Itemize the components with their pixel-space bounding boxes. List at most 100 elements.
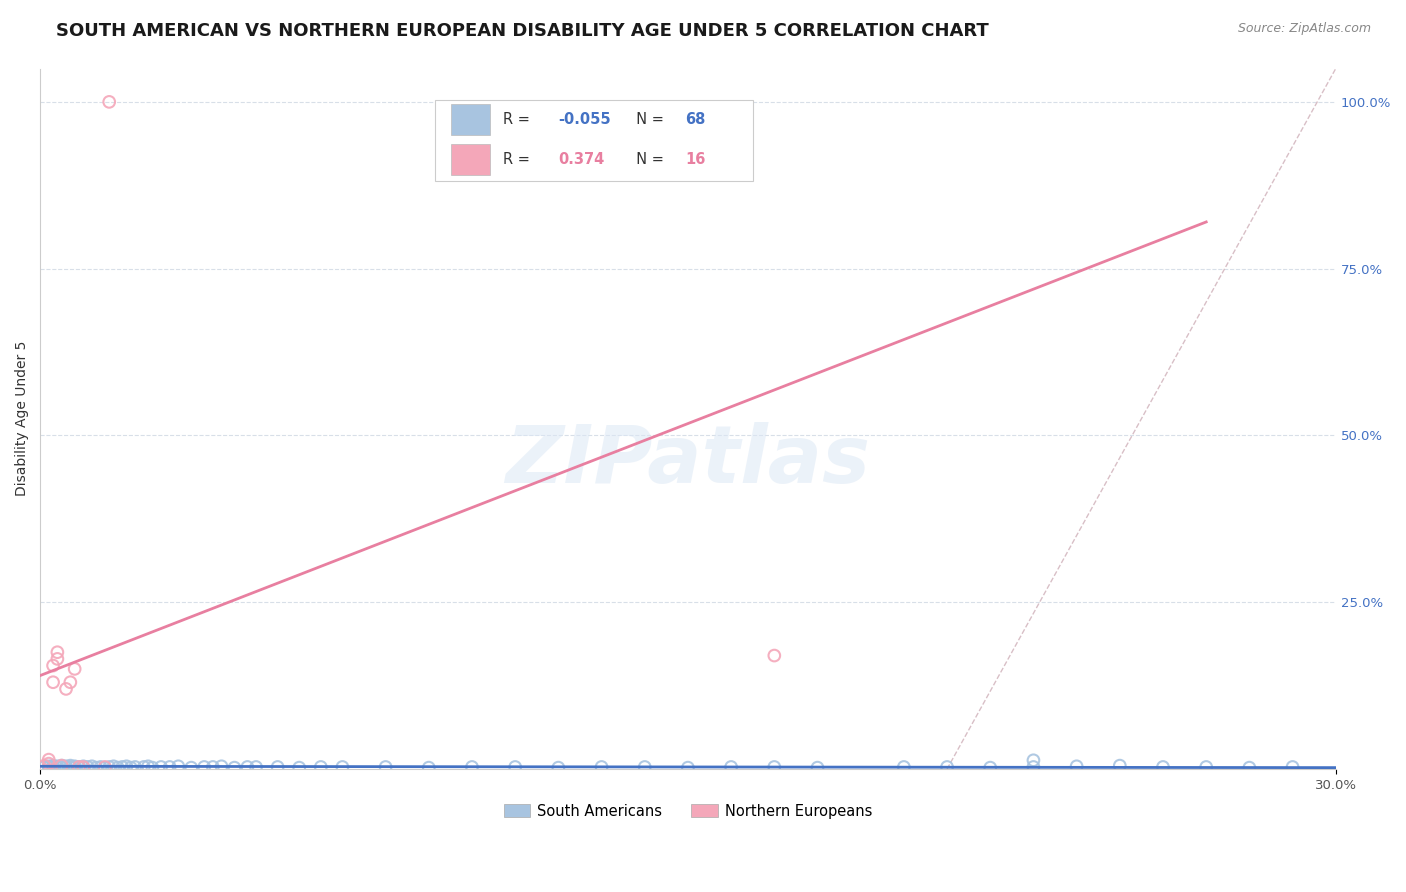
Point [211,759,233,773]
Point [763,648,786,663]
Point [55,761,77,775]
Point [124,760,146,774]
Point [1022,753,1045,767]
Point [94,761,117,775]
Point [34,758,56,772]
Point [132,760,155,774]
Bar [451,144,489,176]
Point [55,759,77,773]
Point [180,761,202,775]
Point [763,760,786,774]
Legend: South Americans, Northern Europeans: South Americans, Northern Europeans [498,798,879,825]
Point [461,760,484,774]
Point [806,761,828,775]
Point [42,675,65,690]
Point [63,759,86,773]
Point [38,753,60,767]
Point [34,760,56,774]
Point [55,681,77,696]
Text: R =: R = [503,152,534,167]
Point [42,758,65,772]
Point [46,652,69,666]
Text: -0.055: -0.055 [558,112,612,128]
Point [115,759,138,773]
Point [1108,758,1130,772]
Point [84,761,107,775]
Point [309,760,332,774]
Point [245,760,267,774]
Point [120,761,142,775]
Point [224,761,246,775]
Point [236,760,259,774]
Point [38,761,60,775]
Text: 16: 16 [685,152,706,167]
Point [51,758,73,772]
Point [418,761,440,775]
Text: 0.374: 0.374 [558,152,605,167]
Point [90,760,112,774]
Point [67,760,90,774]
Point [332,760,354,774]
Point [979,761,1001,775]
Point [67,760,90,774]
Point [80,759,103,773]
Point [193,760,215,774]
Bar [451,103,489,136]
Point [136,759,159,773]
Point [46,759,69,773]
Point [1195,760,1218,774]
Point [201,760,224,774]
FancyBboxPatch shape [436,100,752,180]
Point [59,760,82,774]
Point [167,759,190,773]
Point [676,761,699,775]
Point [103,759,125,773]
Point [76,760,98,774]
Point [1066,759,1088,773]
Point [266,760,288,774]
Text: 68: 68 [685,112,706,128]
Point [107,761,129,775]
Point [288,761,311,775]
Point [1022,760,1045,774]
Point [547,761,569,775]
Text: Source: ZipAtlas.com: Source: ZipAtlas.com [1237,22,1371,36]
Text: R =: R = [503,112,534,128]
Point [720,760,742,774]
Point [634,760,657,774]
Point [46,761,69,775]
Point [1152,760,1174,774]
Point [94,760,117,774]
Point [72,759,94,773]
Point [98,760,121,774]
Text: N =: N = [627,112,668,128]
Point [42,760,65,774]
Point [51,760,73,774]
Point [59,758,82,772]
Point [1281,760,1303,774]
Point [936,760,959,774]
Point [46,645,69,659]
Point [59,675,82,690]
Text: N =: N = [627,152,668,167]
Point [503,760,526,774]
Point [38,756,60,771]
Point [98,95,121,109]
Point [51,758,73,772]
Point [63,761,86,775]
Point [72,760,94,774]
Point [374,760,396,774]
Point [591,760,613,774]
Point [893,760,915,774]
Point [1239,761,1261,775]
Point [63,662,86,676]
Point [159,760,181,774]
Point [42,658,65,673]
Point [141,761,163,775]
Y-axis label: Disability Age Under 5: Disability Age Under 5 [15,341,30,497]
Point [38,759,60,773]
Text: SOUTH AMERICAN VS NORTHERN EUROPEAN DISABILITY AGE UNDER 5 CORRELATION CHART: SOUTH AMERICAN VS NORTHERN EUROPEAN DISA… [56,22,988,40]
Point [72,761,94,775]
Point [111,760,134,774]
Text: ZIPatlas: ZIPatlas [505,422,870,500]
